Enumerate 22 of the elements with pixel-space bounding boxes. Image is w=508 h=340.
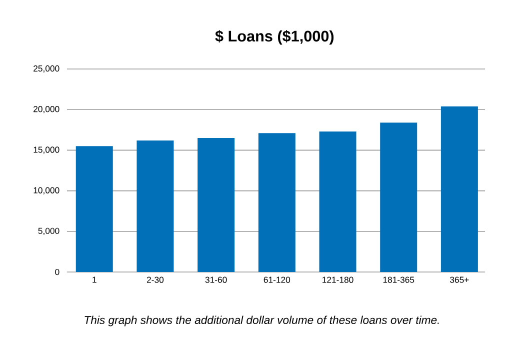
bar: [198, 138, 235, 272]
bar: [136, 140, 174, 272]
bar: [319, 132, 356, 272]
bar: [440, 106, 478, 272]
x-tick-label: 1: [92, 276, 96, 283]
x-tick-label: 31-60: [205, 276, 227, 283]
y-tick-label: 25,000: [34, 65, 60, 73]
bar: [380, 122, 418, 272]
y-tick-label: 15,000: [34, 146, 60, 154]
y-tick-label: 0: [55, 268, 60, 276]
x-tick-label: 121-180: [322, 276, 354, 283]
y-tick-label: 5,000: [38, 228, 60, 235]
x-tick-label: 181-365: [383, 276, 414, 283]
x-tick-label: 2-30: [146, 276, 164, 283]
x-tick-label: 365+: [450, 276, 469, 283]
y-tick-label: 20,000: [34, 106, 60, 114]
text: This graph shows the additional dollar volume of these loans over time.: [84, 316, 439, 326]
bar: [76, 146, 113, 272]
y-tick-label: 10,000: [34, 187, 60, 194]
x-tick-label: 61-120: [264, 276, 290, 283]
chart-title: $ Loans ($1,000): [215, 30, 334, 45]
bar: [258, 133, 296, 272]
